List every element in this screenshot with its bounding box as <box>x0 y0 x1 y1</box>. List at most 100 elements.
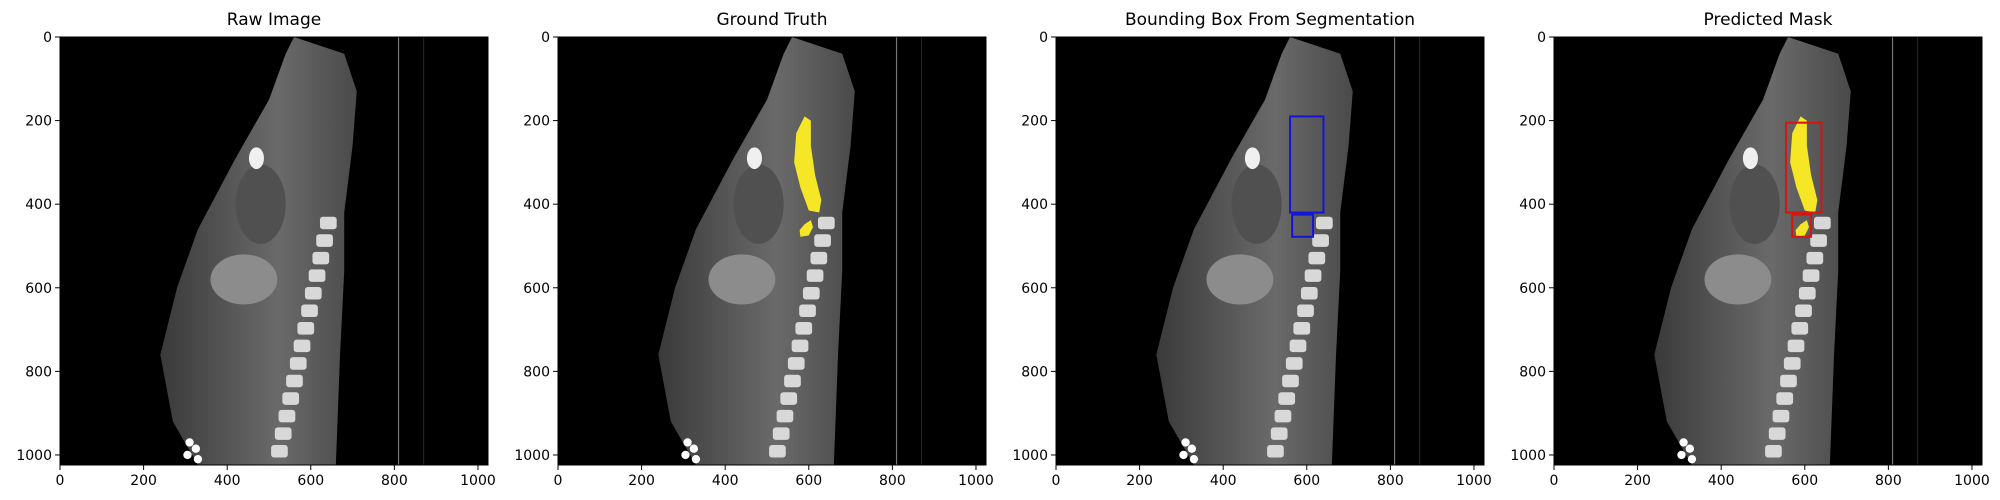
vertebra <box>1783 357 1801 370</box>
bounding-box <box>1791 213 1813 238</box>
vertebra <box>1772 409 1790 423</box>
organ-region <box>1704 254 1772 305</box>
vertebra <box>319 216 337 230</box>
vertebra <box>1810 234 1827 247</box>
panel-title: Bounding Box From Segmentation <box>1124 10 1416 30</box>
vertebra <box>810 251 828 265</box>
bright-artifact <box>1685 444 1695 453</box>
vertebra <box>1315 216 1333 230</box>
ct-image <box>60 37 488 465</box>
vertebra <box>772 427 790 440</box>
x-tick-label: 800 <box>879 473 906 489</box>
vertebra <box>769 444 786 458</box>
bounding-box <box>1289 115 1325 214</box>
vertebra <box>1308 251 1326 265</box>
ct-image <box>558 37 986 465</box>
x-tick-label: 800 <box>1377 473 1404 489</box>
panel-title: Raw Image <box>226 10 322 30</box>
organ-region <box>1206 254 1274 305</box>
vertebra <box>780 392 798 405</box>
x-tick-label: 400 <box>1708 473 1735 489</box>
vertebra <box>308 269 326 282</box>
vertebra <box>312 251 330 265</box>
vertebra <box>1780 374 1797 388</box>
y-tick-label: 400 <box>1021 197 1048 213</box>
organ-region <box>1729 164 1780 244</box>
vertebra <box>282 392 300 405</box>
vertebra <box>289 357 307 370</box>
x-tick-label: 600 <box>1293 473 1320 489</box>
y-tick-label: 800 <box>523 364 550 380</box>
x-tick-label: 0 <box>554 473 563 489</box>
vertebra <box>802 286 820 300</box>
x-tick-label: 1000 <box>1954 473 1990 489</box>
bounding-box <box>1784 121 1823 214</box>
bright-artifact <box>1187 444 1197 453</box>
axes-frame <box>1055 36 1485 466</box>
y-tick-label: 1000 <box>1012 448 1048 464</box>
axes-frame <box>557 36 987 466</box>
calcification <box>1742 147 1758 170</box>
y-tick-label: 1000 <box>16 448 52 464</box>
y-tick-label: 400 <box>25 197 52 213</box>
x-tick-label: 200 <box>1624 473 1651 489</box>
bright-artifact <box>185 438 194 447</box>
vertebra <box>1787 339 1805 353</box>
ct-image <box>1056 37 1484 465</box>
vertebra <box>1274 409 1292 423</box>
y-tick-label: 1000 <box>514 448 550 464</box>
bright-artifact <box>689 444 699 453</box>
y-tick-label: 400 <box>523 197 550 213</box>
vertebra <box>1297 304 1314 318</box>
panel-title: Ground Truth <box>716 10 828 30</box>
vertebra <box>286 374 303 388</box>
panel-bounding-box: Bounding Box From Segmentation 0 200 400 60… <box>996 0 1491 500</box>
vertebra <box>1289 339 1307 353</box>
x-tick-label: 800 <box>381 473 408 489</box>
y-tick-label: 600 <box>1021 281 1048 297</box>
vertebra <box>1285 357 1303 370</box>
y-tick-label: 0 <box>1537 30 1546 46</box>
mask-region <box>1795 220 1809 237</box>
vertebra <box>799 304 816 318</box>
x-tick-label: 0 <box>1052 473 1061 489</box>
vertebra <box>1798 286 1816 300</box>
y-tick-label: 600 <box>25 281 52 297</box>
organ-region <box>235 164 286 244</box>
vertebra <box>1300 286 1318 300</box>
bright-artifact <box>1179 450 1188 460</box>
x-tick-label: 1000 <box>1456 473 1492 489</box>
vertebra <box>1768 427 1786 440</box>
y-tick-label: 400 <box>1519 197 1546 213</box>
vertebra <box>1270 427 1288 440</box>
vertebra <box>274 427 292 440</box>
x-tick-label: 400 <box>214 473 241 489</box>
bright-artifact <box>1181 438 1190 447</box>
y-tick-label: 200 <box>25 114 52 130</box>
vertebra <box>278 409 296 423</box>
y-tick-label: 600 <box>523 281 550 297</box>
axes-frame <box>59 36 489 466</box>
segmentation-mask <box>1790 116 1818 237</box>
x-tick-label: 400 <box>1210 473 1237 489</box>
vertebra <box>297 322 315 335</box>
vertebra <box>1293 322 1311 335</box>
x-tick-label: 200 <box>628 473 655 489</box>
x-tick-label: 0 <box>56 473 65 489</box>
bright-artifact <box>1679 438 1688 447</box>
vertebra <box>1806 251 1824 265</box>
y-tick-label: 800 <box>1021 364 1048 380</box>
mask-region <box>794 116 822 213</box>
panel-predicted-mask: Predicted Mask 0 200 400 600 800 1000 0 200 400 6… <box>1494 0 1989 500</box>
vertebra <box>1304 269 1322 282</box>
organ-region <box>708 254 776 305</box>
vertebra <box>776 409 794 423</box>
y-tick-label: 200 <box>1519 114 1546 130</box>
bright-artifact <box>193 454 203 464</box>
vertebra <box>784 374 801 388</box>
vertebra <box>1312 234 1329 247</box>
x-tick-label: 0 <box>1550 473 1559 489</box>
